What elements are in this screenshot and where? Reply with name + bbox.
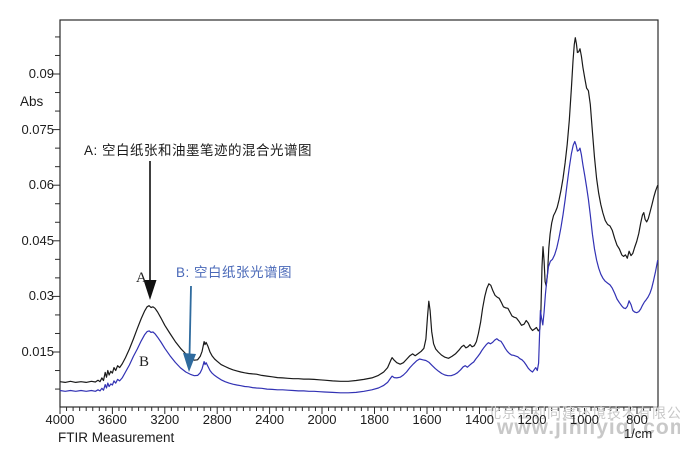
x-tick-label-1000: 1000 bbox=[570, 412, 599, 427]
x-tick-label-1600: 1600 bbox=[412, 412, 442, 427]
x-tick-label-2800: 2800 bbox=[202, 412, 232, 427]
y-axis-title: Abs bbox=[20, 94, 44, 109]
plot-frame bbox=[59, 19, 659, 408]
x-tick-label-3600: 3600 bbox=[97, 412, 127, 427]
watermark-company: 北京金利同建环境技术有限公司 bbox=[487, 405, 680, 421]
x-axis-unit-label: 1/cm bbox=[624, 426, 653, 441]
x-axis-caption: FTIR Measurement bbox=[58, 430, 175, 445]
series-a-curve-marker: A bbox=[136, 270, 147, 286]
y-tick-label-0.075: 0.075 bbox=[21, 121, 54, 137]
x-tick-label-4000: 4000 bbox=[45, 412, 75, 427]
x-tick-label-1800: 1800 bbox=[360, 412, 389, 427]
y-tick-label-0.09: 0.09 bbox=[28, 66, 54, 81]
plot-border bbox=[59, 19, 659, 408]
x-tick-label-2400: 2400 bbox=[255, 412, 285, 427]
series-b-curve bbox=[59, 140, 659, 394]
y-tick-label-0.045: 0.045 bbox=[21, 232, 54, 248]
x-tick-label-800: 800 bbox=[626, 412, 648, 427]
arrow-b bbox=[183, 285, 196, 372]
x-tick-label-1400: 1400 bbox=[465, 412, 494, 427]
axis-ticks bbox=[52, 36, 658, 414]
series-a-curve bbox=[59, 37, 659, 383]
series-b-curve-marker: B bbox=[139, 354, 150, 370]
x-tick-label-2000: 2000 bbox=[307, 412, 337, 427]
series-a-annotation: A: 空白纸张和油墨笔迹的混合光谱图 bbox=[84, 143, 313, 158]
y-tick-label-0.06: 0.06 bbox=[28, 177, 54, 193]
series-b-annotation: B: 空白纸张光谱图 bbox=[176, 265, 293, 280]
arrow-a bbox=[143, 161, 157, 300]
y-tick-label-0.03: 0.03 bbox=[28, 288, 54, 304]
x-tick-label-3200: 3200 bbox=[150, 412, 180, 427]
spectra-curves bbox=[59, 37, 659, 394]
y-tick-label-0.015: 0.015 bbox=[21, 344, 54, 359]
watermark-website: www.jinliyiqi.com bbox=[497, 416, 680, 439]
x-tick-label-1200: 1200 bbox=[517, 412, 547, 427]
